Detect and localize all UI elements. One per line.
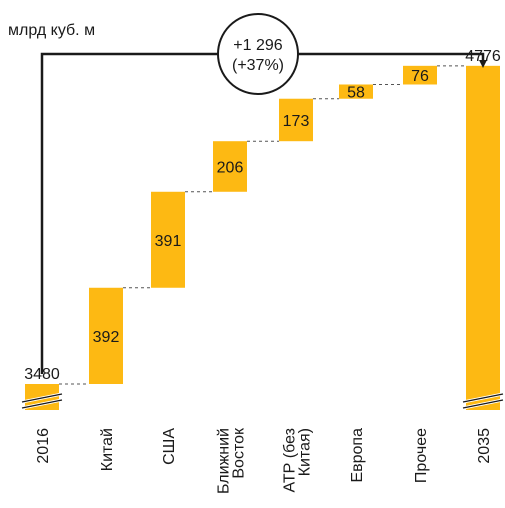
category-label-5: Европа [349,428,366,483]
category-label-7: 2035 [476,428,493,464]
axis-break-line-7-0 [462,393,504,403]
value-label-2: 391 [155,233,182,250]
axis-break-line-0-0 [21,393,63,403]
category-label-line: США [161,428,178,465]
bar-delta-6 [403,65,437,85]
change-label-line2: (+37%) [232,57,284,74]
bar-delta-2 [151,191,185,288]
category-label-0: 2016 [35,428,52,464]
category-label-line: Китай [99,428,116,471]
axis-break-line-7-6 [462,399,504,409]
category-label-1: Китай [99,428,116,471]
category-label-line: 2016 [35,428,52,464]
value-label-0: 3480 [24,366,60,383]
axis-break-line-0-6 [21,399,63,409]
value-label-5: 58 [347,85,365,102]
bar-2035 [466,65,500,410]
change-label-line1: +1 296 [233,37,282,54]
bar-delta-1 [89,287,123,384]
unit-label: млрд куб. м [8,22,96,39]
bar-delta-3 [213,141,247,192]
category-label-6: Прочее [413,428,430,483]
bar-delta-4 [279,98,313,142]
bar-delta-5 [339,84,373,99]
change-circle [217,13,299,95]
category-label-line: Ближний [216,428,233,494]
category-label-line: Европа [349,428,366,483]
value-label-6: 76 [411,68,429,85]
category-label-line: Прочее [413,428,430,483]
category-label-line: АТР (без [282,428,299,493]
category-label-line: Восток [231,427,248,479]
value-label-1: 392 [93,329,120,346]
category-label-2: США [161,428,178,465]
value-label-4: 173 [283,113,310,130]
value-label-3: 206 [217,159,244,176]
category-label-line: Китая) [297,428,314,476]
category-label-line: 2035 [476,428,493,464]
bracket-arrowhead [479,60,487,68]
